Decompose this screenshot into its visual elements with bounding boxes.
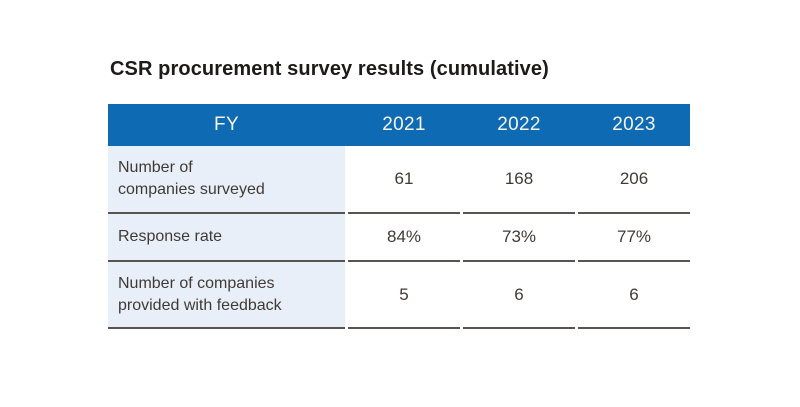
cell-value: 84% — [348, 214, 460, 262]
cell-value: 6 — [578, 262, 690, 329]
csr-survey-table: FY 2021 2022 2023 Number of companies su… — [108, 104, 690, 329]
row-label: Number of companies surveyed — [108, 146, 345, 214]
cell-value: 77% — [578, 214, 690, 262]
report-section: CSR procurement survey results (cumulati… — [108, 58, 690, 329]
row-label: Number of companies provided with feedba… — [108, 262, 345, 329]
table-row: Number of companies provided with feedba… — [108, 262, 690, 329]
cell-value: 206 — [578, 146, 690, 214]
header-cell-fy: FY — [214, 114, 239, 135]
cell-value: 61 — [348, 146, 460, 214]
cell-value: 168 — [463, 146, 575, 214]
table-title: CSR procurement survey results (cumulati… — [110, 58, 549, 80]
cell-value: 73% — [463, 214, 575, 262]
cell-value: 5 — [348, 262, 460, 329]
table-header-row: FY 2021 2022 2023 — [108, 104, 690, 146]
table-row: Number of companies surveyed 61 168 206 — [108, 146, 690, 214]
header-cell-2021: 2021 — [382, 114, 426, 135]
header-cell-2022: 2022 — [497, 114, 541, 135]
cell-value: 6 — [463, 262, 575, 329]
row-label: Response rate — [108, 214, 345, 262]
table-row: Response rate 84% 73% 77% — [108, 214, 690, 262]
header-cell-2023: 2023 — [612, 114, 656, 135]
